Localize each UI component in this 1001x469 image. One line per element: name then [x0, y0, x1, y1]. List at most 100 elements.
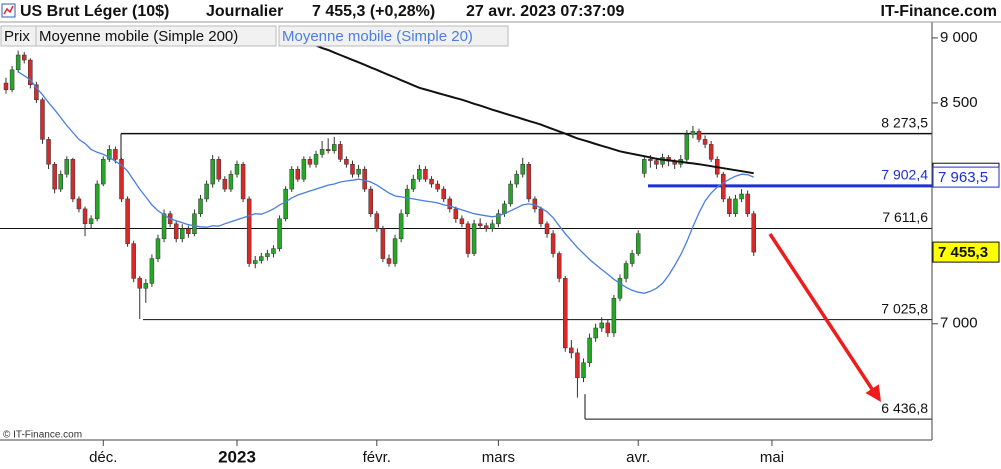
candle-body	[398, 213, 404, 239]
candle-body	[611, 297, 617, 334]
axes: 9 000 8 500 7 000 déc. 2023 févr. mars avr. mai 7…	[89, 29, 1000, 466]
x-tick-label: mars	[482, 449, 515, 466]
level-label: 7 611,6	[882, 209, 928, 225]
candle-body	[708, 144, 714, 160]
arrow	[768, 233, 874, 390]
candle-body	[538, 208, 544, 225]
candle-body	[392, 238, 398, 264]
x-tick-label: déc.	[89, 449, 117, 466]
candle-body	[593, 327, 598, 339]
candle-body	[386, 258, 392, 264]
candle-body	[234, 163, 240, 175]
candle-body	[173, 223, 179, 239]
candle-body	[271, 248, 276, 254]
candle-body	[113, 149, 118, 160]
candle-body	[3, 82, 9, 91]
candle-body	[575, 352, 580, 378]
legend-box	[278, 25, 509, 47]
candle-body	[210, 159, 215, 185]
candle-body	[137, 278, 142, 289]
y-tick-label: 9 000	[940, 29, 978, 46]
candle-body	[563, 278, 568, 349]
candle-body	[532, 198, 538, 210]
candle-body	[21, 54, 27, 61]
candle-body	[605, 322, 611, 334]
candle-body	[295, 168, 301, 180]
candle-body	[477, 223, 483, 227]
y-tick-label: 8 500	[940, 94, 978, 111]
candle-body	[745, 193, 750, 214]
y-tick-label: 7 000	[940, 315, 978, 332]
candle-body	[94, 183, 100, 220]
candle-body	[70, 159, 76, 200]
x-tick-label: 2023	[218, 447, 256, 466]
candle-body	[34, 84, 39, 100]
candle-body	[265, 253, 270, 257]
candle-body	[289, 168, 294, 190]
datetime: 27 avr. 2023 07:37:09	[466, 3, 624, 20]
candle-body	[161, 213, 167, 239]
site: IT-Finance.com	[881, 3, 997, 20]
candle-body	[125, 198, 130, 244]
candle-body	[380, 228, 386, 259]
legend-entry: Moyenne mobile (Simple 200)	[39, 28, 238, 45]
candle-body	[9, 69, 15, 91]
candle-body	[435, 183, 440, 190]
candle-body	[721, 173, 726, 200]
candle-body	[417, 168, 422, 180]
candle-body	[88, 218, 94, 225]
candle-body	[447, 198, 453, 210]
candle-body	[544, 223, 550, 234]
candle-body	[246, 198, 252, 264]
candle-body	[623, 263, 629, 279]
candle-body	[107, 149, 112, 160]
candle-body	[76, 198, 82, 210]
candle-body	[514, 173, 519, 185]
last-value-box	[932, 241, 1000, 263]
candle-body	[599, 322, 604, 329]
candle-body	[581, 362, 586, 378]
candle-body	[64, 159, 70, 175]
candle-body	[277, 218, 282, 249]
last-value-label: 7 963,5	[938, 169, 988, 186]
candle-body	[490, 223, 495, 229]
candle-body	[733, 198, 738, 214]
candle-body	[204, 183, 209, 200]
candle-body	[569, 347, 574, 354]
candle-body	[82, 208, 88, 225]
candle-body	[319, 149, 325, 155]
candle-body	[751, 213, 756, 253]
candle-body	[338, 144, 343, 160]
candle-body	[52, 163, 57, 190]
candle-body	[186, 228, 191, 234]
candle-body	[404, 188, 410, 214]
candle-body	[423, 168, 428, 180]
candle-body	[453, 208, 459, 220]
candle-body	[465, 223, 471, 254]
x-tick-label: avr.	[626, 449, 650, 466]
moving-average-line	[17, 71, 754, 294]
candle-body	[374, 213, 380, 229]
candle-body	[198, 198, 203, 214]
candle-body	[684, 134, 690, 160]
candle-body	[441, 188, 446, 200]
credit: © IT-Finance.com	[3, 430, 82, 441]
candle-body	[617, 278, 623, 299]
candle-body	[344, 159, 349, 165]
candle-body	[143, 283, 149, 289]
candle-body	[101, 159, 106, 185]
candle-body	[629, 253, 635, 264]
candle-body	[550, 233, 556, 254]
candle-body	[526, 163, 532, 200]
arrow-head	[865, 384, 881, 402]
candle-body	[155, 238, 161, 259]
candle-body	[40, 99, 45, 140]
level-label: 6 436,8	[881, 400, 928, 416]
candle-body	[368, 188, 373, 214]
candle-body	[332, 144, 337, 152]
candle-body	[520, 163, 525, 175]
candle-body	[240, 163, 246, 200]
candle-body	[307, 159, 313, 165]
last-value-label: 7 455,3	[938, 244, 988, 261]
